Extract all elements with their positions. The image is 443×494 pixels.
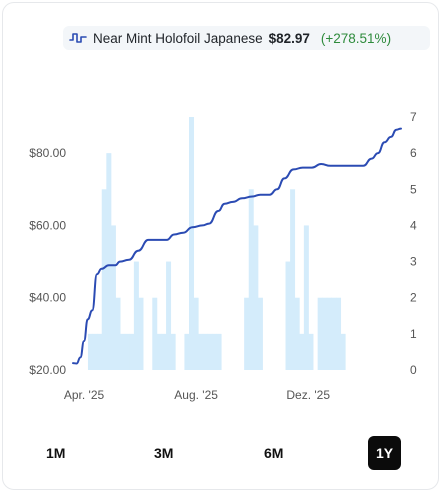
price-line-layer <box>72 127 402 365</box>
line-series-icon <box>69 31 87 45</box>
volume-bar <box>198 333 204 370</box>
right-tick-label: 7 <box>410 110 417 124</box>
volume-bar <box>290 189 296 370</box>
right-tick-label: 0 <box>410 363 417 377</box>
price-line <box>72 127 402 365</box>
volume-bar <box>92 333 98 370</box>
volume-bar <box>202 333 208 370</box>
volume-bar <box>193 297 199 370</box>
series-legend[interactable]: Near Mint Holofoil Japanese $82.97 (+278… <box>63 26 430 50</box>
volume-bar <box>124 333 130 370</box>
volume-bar <box>115 297 121 370</box>
volume-bar <box>308 333 314 370</box>
left-tick-label: $20.00 <box>29 363 66 377</box>
volume-bar <box>207 333 213 370</box>
right-tick-label: 5 <box>410 182 417 196</box>
range-selector: 1M 3M 6M 1Y <box>0 436 443 470</box>
x-tick-label: Aug. '25 <box>174 388 218 402</box>
volume-bar <box>87 333 93 370</box>
right-tick-label: 1 <box>410 327 417 341</box>
left-tick-label: $40.00 <box>29 291 66 305</box>
x-axis-ticks: Apr. '25 Aug. '25 Dez. '25 <box>64 388 330 402</box>
volume-bar <box>340 333 346 370</box>
volume-bar <box>189 117 195 370</box>
volume-bar <box>184 333 190 370</box>
volume-bar <box>216 333 222 370</box>
volume-bar <box>138 297 144 370</box>
price-change: (+278.51%) <box>320 30 392 46</box>
volume-bar <box>110 225 116 370</box>
right-tick-label: 2 <box>410 291 417 305</box>
current-price: $82.97 <box>268 30 310 46</box>
volume-bar <box>331 297 337 370</box>
volume-bar <box>106 153 112 370</box>
volume-bars <box>87 117 346 370</box>
volume-bar <box>285 261 291 370</box>
volume-bar <box>133 261 139 370</box>
volume-bar <box>101 189 107 370</box>
volume-bar <box>129 333 135 370</box>
volume-bar <box>336 297 342 370</box>
volume-bar <box>170 333 176 370</box>
volume-bar <box>322 297 328 370</box>
range-6m-button[interactable]: 6M <box>264 445 284 461</box>
volume-bar <box>317 297 323 370</box>
volume-bar <box>326 297 332 370</box>
volume-bar <box>253 225 259 370</box>
range-3m-button[interactable]: 3M <box>154 445 174 461</box>
volume-bar <box>299 333 305 370</box>
left-axis-ticks: $20.00 $40.00 $60.00 $80.00 <box>29 146 66 377</box>
price-chart: $20.00 $40.00 $60.00 $80.00 0 1 2 3 4 5 6 7 Apr. '… <box>29 110 417 402</box>
volume-bar <box>120 333 126 370</box>
series-name: Near Mint Holofoil Japanese <box>93 30 263 46</box>
volume-bar <box>257 297 263 370</box>
volume-bar <box>294 297 300 370</box>
volume-bar <box>303 225 309 370</box>
volume-bar <box>97 333 103 370</box>
x-tick-label: Dez. '25 <box>286 388 330 402</box>
left-tick-label: $60.00 <box>29 218 66 232</box>
range-1m-button[interactable]: 1M <box>46 445 66 461</box>
volume-bar <box>211 333 217 370</box>
volume-bar <box>156 333 162 370</box>
x-tick-label: Apr. '25 <box>64 388 105 402</box>
right-axis-ticks: 0 1 2 3 4 5 6 7 <box>410 110 417 377</box>
volume-bar <box>166 261 172 370</box>
range-1y-button[interactable]: 1Y <box>368 436 402 470</box>
chart-card: Near Mint Holofoil Japanese $82.97 (+278… <box>2 2 439 490</box>
volume-bar <box>248 189 254 370</box>
left-tick-label: $80.00 <box>29 146 66 160</box>
right-tick-label: 4 <box>410 218 417 232</box>
volume-bar <box>152 297 158 370</box>
volume-bar <box>244 297 250 370</box>
right-tick-label: 6 <box>410 146 417 160</box>
volume-bar <box>161 333 167 370</box>
right-tick-label: 3 <box>410 255 417 269</box>
